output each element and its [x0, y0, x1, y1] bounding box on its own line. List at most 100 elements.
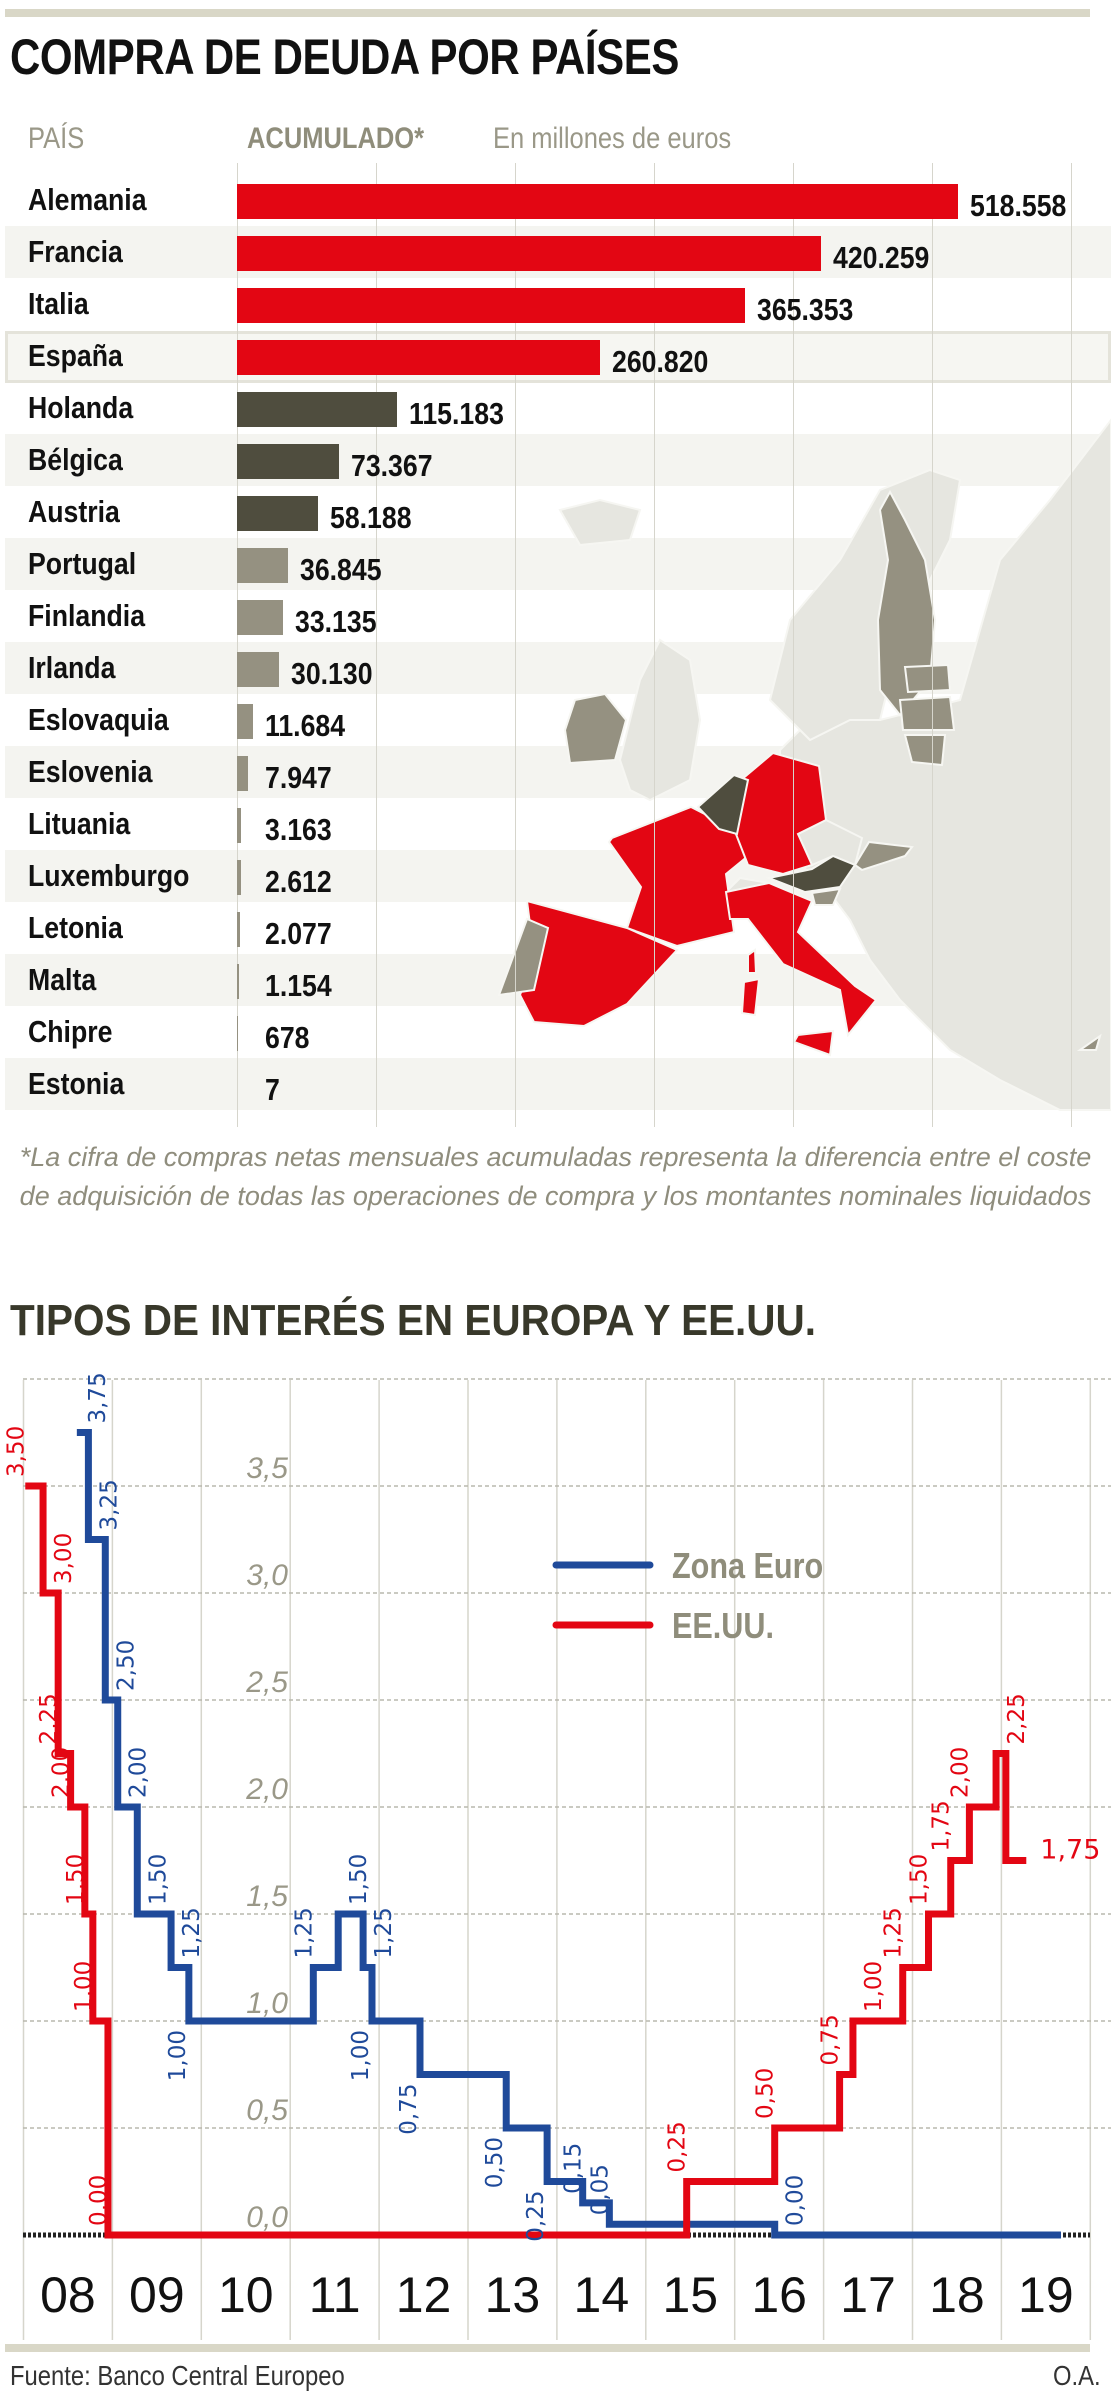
gridline: [376, 163, 377, 1127]
country-label: Bélgica: [28, 442, 123, 477]
line-chart-title: TIPOS DE INTERÉS EN EUROPA Y EE.UU.: [10, 1296, 817, 1345]
column-header-unit: En millones de euros: [493, 122, 732, 155]
europe-map: [497, 418, 1111, 1111]
y-tick-label: 1,0: [246, 1987, 288, 2020]
map-sicily: [792, 1029, 835, 1057]
step-value-label: 1,75: [1040, 1835, 1100, 1866]
value-label: 115.183: [409, 396, 505, 431]
map-sardinia: [740, 977, 761, 1017]
map-corsica: [747, 948, 758, 974]
step-value-label: 1,50: [346, 1854, 372, 1905]
gridline: [1071, 163, 1072, 1127]
map-lithuania: [903, 734, 947, 767]
value-label: 36.845: [300, 552, 382, 587]
bar: [237, 236, 822, 271]
x-tick-label: 18: [929, 2267, 985, 2323]
step-value-label: 0,25: [523, 2191, 549, 2242]
x-tick-label: 16: [751, 2267, 807, 2323]
credit-text: O.A.: [1053, 2360, 1101, 2391]
value-label: 30.130: [290, 656, 373, 691]
value-label: 518.558: [969, 188, 1067, 223]
step-value-label: 1,50: [907, 1854, 933, 1905]
bar-chart-title: COMPRA DE DEUDA POR PAÍSES: [10, 29, 679, 85]
map-cyprus: [1076, 1033, 1102, 1051]
value-label: 420.259: [833, 240, 930, 275]
bar: [237, 756, 249, 791]
map-benelux: [696, 773, 750, 836]
country-label: Letonia: [28, 910, 123, 945]
value-label: 260.820: [611, 344, 708, 379]
column-header-country: PAÍS: [28, 122, 85, 155]
country-label: Irlanda: [28, 650, 116, 685]
step-value-label: 0,25: [665, 2121, 691, 2172]
step-value-label: 0,75: [818, 2014, 844, 2065]
y-tick-label: 2,5: [245, 1666, 288, 1699]
map-latvia: [898, 695, 956, 731]
bar: [237, 288, 745, 323]
step-value-label: 2,00: [126, 1747, 152, 1798]
step-value-label: 0,00: [86, 2175, 112, 2226]
country-label: Lituania: [28, 806, 131, 841]
step-value-label: 2,00: [49, 1747, 75, 1798]
x-tick-label: 09: [129, 2267, 185, 2323]
step-value-label: 0,75: [396, 2084, 422, 2135]
country-label: Eslovaquia: [28, 702, 169, 737]
step-value-label: 0,15: [561, 2143, 587, 2194]
bar: [237, 808, 242, 843]
bar: [237, 496, 318, 531]
bar: [237, 1016, 238, 1051]
y-tick-label: 1,5: [246, 1880, 288, 1913]
x-tick-label: 11: [309, 2267, 361, 2323]
map-land-iceland: [558, 498, 642, 547]
gridline: [932, 163, 933, 1127]
bar: [237, 860, 241, 895]
step-value-label: 3,25: [96, 1479, 122, 1530]
step-value-label: 1,00: [71, 1961, 97, 2012]
map-slovakia: [853, 840, 914, 872]
legend-label: Zona Euro: [672, 1547, 823, 1587]
bar: [237, 964, 239, 999]
bar: [237, 652, 279, 687]
top-rule: [5, 9, 1090, 17]
bar: [237, 184, 958, 219]
y-tick-label: 0,5: [246, 2094, 288, 2127]
bar: [237, 912, 240, 947]
country-label: Chipre: [28, 1014, 113, 1049]
step-value-label: 2,25: [1004, 1693, 1030, 1744]
step-value-label: 3,75: [85, 1372, 111, 1423]
map-germany: [732, 751, 828, 876]
source-text: Fuente: Banco Central Europeo: [10, 2360, 345, 2391]
value-label: 33.135: [295, 604, 377, 639]
country-label: Alemania: [28, 182, 147, 217]
x-tick-label: 12: [396, 2267, 452, 2323]
step-value-label: 1,00: [348, 2030, 374, 2081]
bar: [237, 444, 339, 479]
x-tick-label: 14: [574, 2267, 630, 2323]
value-label: 365.353: [756, 292, 854, 327]
country-label: Malta: [28, 962, 97, 997]
step-value-label: 2,00: [947, 1747, 973, 1798]
series-line-euro: [76, 1429, 1061, 2239]
value-label: 58.188: [329, 500, 412, 535]
country-label: Finlandia: [28, 598, 146, 633]
bar: [237, 600, 284, 635]
y-tick-label: 3,0: [246, 1559, 288, 1592]
x-tick-label: 13: [485, 2267, 541, 2323]
step-value-label: 0,50: [482, 2137, 508, 2188]
map-portugal: [497, 917, 550, 997]
bar: [237, 340, 600, 375]
map-ireland: [563, 692, 628, 765]
country-label: Eslovenia: [28, 754, 153, 789]
bar: [237, 548, 289, 583]
x-tick-label: 19: [1018, 2267, 1074, 2323]
gridline: [793, 163, 794, 1127]
country-label: Italia: [28, 286, 89, 321]
step-value-label: 1,25: [179, 1907, 205, 1958]
step-value-label: 1,25: [371, 1907, 397, 1958]
step-value-label: 0,05: [587, 2164, 613, 2215]
gridline: [654, 163, 655, 1127]
step-value-label: 2,25: [36, 1693, 62, 1744]
bar: [237, 704, 254, 739]
y-tick-label: 3,5: [246, 1452, 288, 1485]
